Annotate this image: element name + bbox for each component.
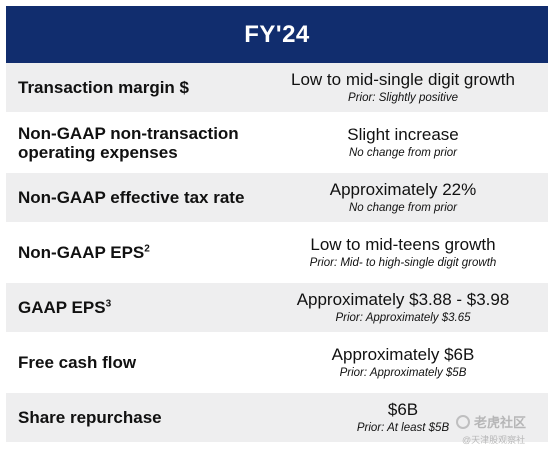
row-value-main: Approximately 22%	[329, 179, 477, 199]
row-value-main: Approximately $3.88 - $3.98	[296, 289, 510, 309]
watermark-sub: @天津股观察社	[462, 435, 526, 445]
table-row: Transaction margin $ Low to mid-single d…	[6, 63, 548, 118]
footnote-marker: 3	[105, 298, 112, 310]
row-value: Approximately $6B Prior: Approximately $…	[268, 345, 548, 381]
row-value: Slight increase No change from prior	[268, 125, 548, 161]
watermark-brand: 老虎社区	[474, 415, 527, 430]
table-row: Non-GAAP EPS2 Low to mid-teens growth Pr…	[6, 228, 548, 283]
row-label: Non-GAAP non-transaction operating expen…	[18, 123, 239, 162]
row-value-main: Low to mid-single digit growth	[291, 69, 515, 89]
table-row: GAAP EPS3 Approximately $3.88 - $3.98 Pr…	[6, 283, 548, 338]
row-label: Non-GAAP EPS2	[18, 243, 150, 262]
table-row: Free cash flow Approximately $6B Prior: …	[6, 338, 548, 393]
row-value: Approximately 22% No change from prior	[268, 180, 548, 216]
row-label: Transaction margin $	[18, 78, 189, 97]
row-value-main: Slight increase	[347, 124, 459, 144]
header-title: FY'24	[244, 20, 310, 48]
row-label: Share repurchase	[18, 408, 162, 427]
row-value-prior: Prior: At least $5B	[356, 421, 450, 434]
row-label: GAAP EPS3	[18, 298, 112, 317]
row-value: Low to mid-teens growth Prior: Mid- to h…	[268, 235, 548, 271]
row-value: $6B Prior: At least $5B	[268, 400, 548, 436]
footnote-marker: 2	[144, 243, 150, 255]
row-value-prior: Prior: Slightly positive	[348, 91, 458, 104]
row-value-prior: Prior: Mid- to high-single digit growth	[309, 256, 497, 269]
guidance-table: FY'24 Transaction margin $ Low to mid-si…	[6, 6, 548, 448]
table-header: FY'24	[6, 6, 548, 63]
row-value: Approximately $3.88 - $3.98 Prior: Appro…	[268, 290, 548, 326]
row-value-main: $6B	[387, 399, 419, 419]
row-value: Low to mid-single digit growth Prior: Sl…	[268, 70, 548, 106]
tiger-logo-icon	[456, 414, 470, 429]
table-row: Non-GAAP effective tax rate Approximatel…	[6, 173, 548, 228]
watermark: 老虎社区 @天津股观察社	[456, 412, 544, 448]
row-value-main: Approximately $6B	[331, 344, 475, 364]
row-value-prior: Prior: Approximately $3.65	[335, 311, 471, 324]
row-label: Free cash flow	[18, 353, 137, 372]
row-value-prior: No change from prior	[348, 201, 458, 214]
row-value-main: Low to mid-teens growth	[310, 234, 496, 254]
table-row: Non-GAAP non-transaction operating expen…	[6, 118, 548, 173]
row-value-prior: No change from prior	[348, 146, 458, 159]
row-value-prior: Prior: Approximately $5B	[339, 366, 467, 379]
row-label: Non-GAAP effective tax rate	[18, 188, 245, 207]
